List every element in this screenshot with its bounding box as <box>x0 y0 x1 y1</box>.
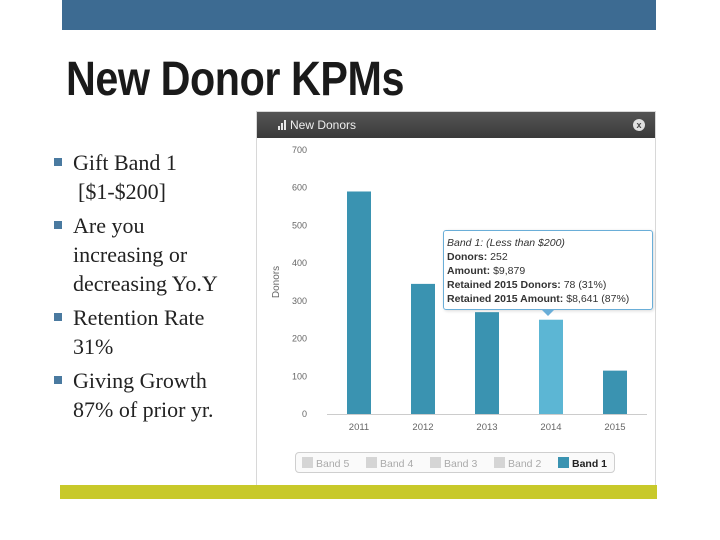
y-tick-label: 200 <box>292 334 307 344</box>
slide-title: New Donor KPMs <box>66 53 405 106</box>
bullet-marker-icon <box>54 313 62 321</box>
legend-label: Band 2 <box>508 458 542 470</box>
legend-item-band-4[interactable]: Band 4 <box>366 457 413 470</box>
bullet-text: 31% <box>73 334 114 359</box>
y-tick-label: 700 <box>292 145 307 155</box>
tooltip-label: Amount: <box>447 265 491 277</box>
x-tick-label: 2014 <box>540 422 561 433</box>
tooltip-row: Retained 2015 Amount: $8,641 (87%) <box>447 292 652 306</box>
y-tick-label: 400 <box>292 258 307 268</box>
bullet-text: Gift Band 1 <box>73 150 177 175</box>
bullet-marker-icon <box>54 376 62 384</box>
close-button[interactable]: x <box>633 119 645 131</box>
bar-chart-icon <box>278 120 288 130</box>
bullet-list: Gift Band 1 [$1-$200] Are you increasing… <box>52 148 252 429</box>
tooltip-row: Retained 2015 Donors: 78 (31%) <box>447 278 652 292</box>
widget-title: New Donors <box>290 118 357 132</box>
legend-label: Band 1 <box>572 458 608 470</box>
bullet-marker-icon <box>54 158 62 166</box>
bullet-text: 87% of prior yr. <box>73 397 214 422</box>
legend-item-band-3[interactable]: Band 3 <box>430 457 477 470</box>
legend-swatch <box>430 457 441 468</box>
y-tick-label: 300 <box>292 296 307 306</box>
x-tick-label: 2013 <box>476 422 497 433</box>
bar-2012[interactable] <box>411 283 435 414</box>
donors-bar-chart: 0 100 200 300 400 500 600 700 Donors 2011 2012 2013… <box>271 145 647 433</box>
bullet-marker-icon <box>54 221 62 229</box>
x-tick-label: 2015 <box>604 422 625 433</box>
y-tick-label: 100 <box>292 371 307 381</box>
bullet-item: Gift Band 1 [$1-$200] <box>52 148 252 206</box>
chart-legend: Band 5 Band 4 Band 3 Band 2 Band 1 <box>295 452 615 473</box>
y-axis-label: Donors <box>271 266 282 298</box>
y-tick-label: 0 <box>302 409 307 419</box>
legend-swatch <box>558 457 569 468</box>
tooltip-label: Retained 2015 Donors: <box>447 279 561 291</box>
legend-item-band-5[interactable]: Band 5 <box>302 457 349 470</box>
bullet-text: decreasing Yo.Y <box>73 271 218 296</box>
x-tick-label: 2012 <box>412 422 433 433</box>
slide-bottom-accent-bar <box>60 485 657 499</box>
bullet-text: Retention Rate <box>73 305 205 330</box>
tooltip-label: Donors: <box>447 251 488 263</box>
tooltip-title: Band 1: (Less than $200) <box>447 237 565 249</box>
bullet-item: Are you increasing or decreasing Yo.Y <box>52 211 252 298</box>
bullet-text: Are you <box>73 213 145 238</box>
bar-2015[interactable] <box>603 370 627 414</box>
tooltip-row: Amount: $9,879 <box>447 264 652 278</box>
x-tick-label: 2011 <box>349 422 369 433</box>
legend-label: Band 4 <box>380 458 414 470</box>
bullet-text: increasing or <box>73 242 188 267</box>
legend-label: Band 5 <box>316 458 350 470</box>
legend-swatch <box>494 457 505 468</box>
y-tick-label: 500 <box>292 220 307 230</box>
bullet-item: Retention Rate 31% <box>52 303 252 361</box>
bullet-text: [$1-$200] <box>78 179 166 204</box>
tooltip-value: $8,641 (87%) <box>566 293 630 305</box>
tooltip-row: Donors: 252 <box>447 250 652 264</box>
bar-2013[interactable] <box>475 312 499 414</box>
tooltip-label: Retained 2015 Amount: <box>447 293 564 305</box>
bar-tooltip: Band 1: (Less than $200) Donors: 252 Amo… <box>443 230 653 310</box>
bullet-text: Giving Growth <box>73 368 207 393</box>
bullet-item: Giving Growth 87% of prior yr. <box>52 366 252 424</box>
new-donors-widget: New Donors x 0 100 200 300 400 500 600 700 Donor… <box>256 111 656 486</box>
legend-label: Band 3 <box>444 458 478 470</box>
widget-header: New Donors x <box>257 112 655 138</box>
y-tick-label: 600 <box>292 183 307 193</box>
legend-item-band-1[interactable]: Band 1 <box>558 457 607 470</box>
bar-2014[interactable] <box>539 319 563 414</box>
tooltip-pointer <box>541 309 555 316</box>
legend-swatch <box>302 457 313 468</box>
legend-swatch <box>366 457 377 468</box>
tooltip-value: 252 <box>490 251 508 263</box>
legend-item-band-2[interactable]: Band 2 <box>494 457 541 470</box>
slide-top-accent-bar <box>62 0 656 30</box>
bar-2011[interactable] <box>347 191 371 414</box>
tooltip-value: 78 (31%) <box>563 279 607 291</box>
tooltip-value: $9,879 <box>493 265 526 277</box>
